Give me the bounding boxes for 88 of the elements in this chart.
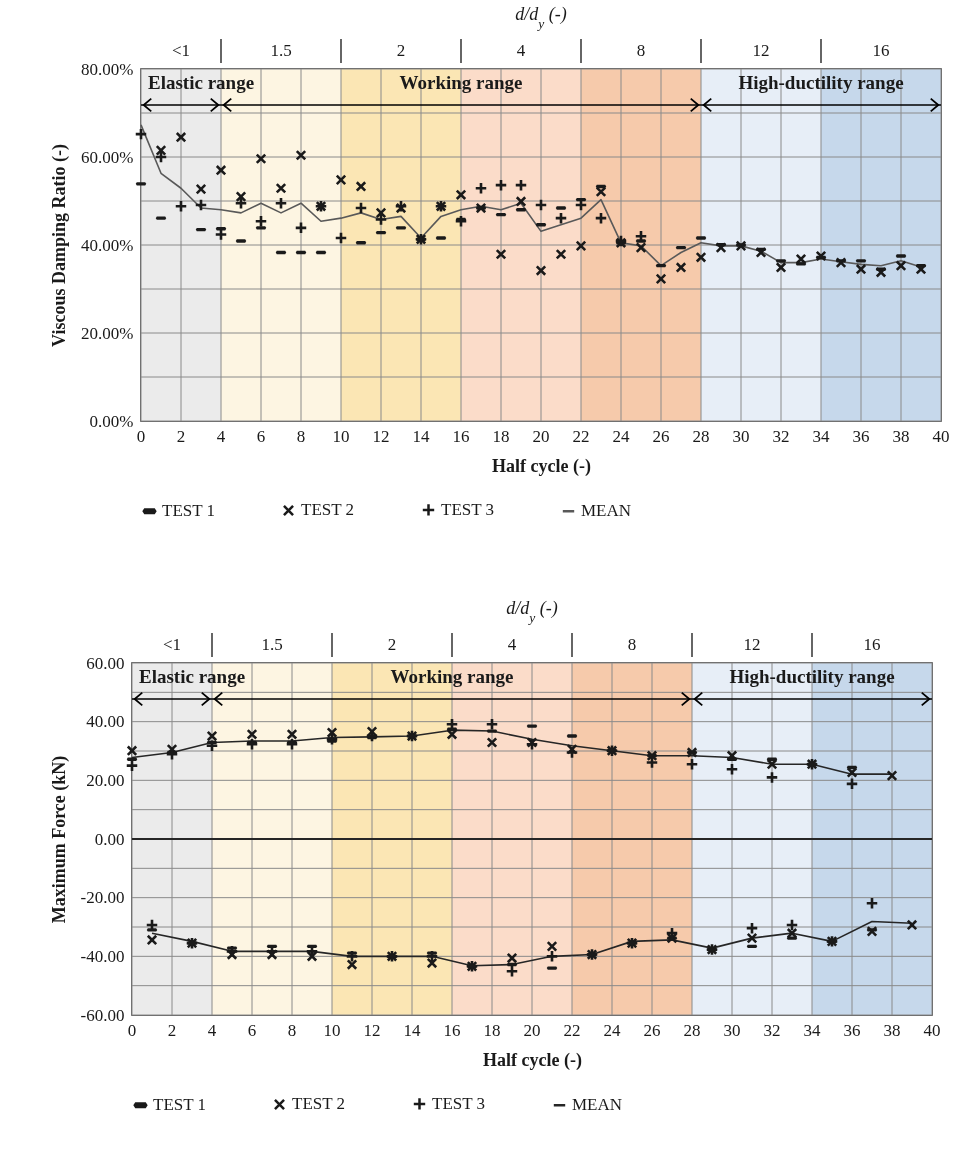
band-label: 16 [863, 635, 881, 654]
x-tick-label: 4 [216, 427, 226, 446]
x-tick-label: 16 [443, 1021, 461, 1040]
legend-label: TEST 2 [292, 1094, 346, 1114]
annotation: Working range [390, 666, 514, 687]
band-label: 8 [627, 635, 637, 654]
band-label: 12 [752, 41, 770, 60]
x-tick-label: 0 [136, 427, 146, 446]
legend-label: TEST 3 [441, 499, 495, 519]
x-tick-label: 34 [812, 427, 830, 446]
y-tick-label: 20.00 [86, 770, 125, 790]
y-tick-label: 0.00 [94, 829, 125, 849]
y-tick-label: -60.00 [80, 1005, 125, 1025]
band-label: 4 [516, 41, 526, 60]
y-tick-label: 60.00% [81, 147, 134, 167]
y-tick-label: 20.00% [81, 323, 134, 343]
y-axis-title: Viscous Damping Ratio (-) [49, 144, 71, 347]
x-tick-label: 20 [523, 1021, 541, 1040]
band-label: <1 [162, 635, 182, 654]
x-tick-label: 8 [287, 1021, 297, 1040]
y-tick-label: -40.00 [80, 946, 125, 966]
band-label: 16 [872, 41, 890, 60]
x-axis-title: Half cycle (-) [483, 1049, 582, 1071]
annotation: Elastic range [148, 72, 255, 93]
band-label: 2 [387, 635, 397, 654]
x-axis-title: Half cycle (-) [492, 455, 591, 477]
x-tick-label: 10 [323, 1021, 341, 1040]
x-tick-label: 38 [883, 1021, 901, 1040]
x-tick-label: 28 [692, 427, 710, 446]
x-tick-label: 6 [256, 427, 266, 446]
x-tick-label: 2 [167, 1021, 177, 1040]
legend-label: MEAN [581, 501, 632, 521]
y-axis-title: Maximum Force (kN) [48, 755, 70, 924]
x2-axis-title: d/d$_{y}$ (-) [506, 598, 558, 625]
x-tick-label: 6 [247, 1021, 257, 1040]
x-tick-label: 36 [852, 427, 870, 446]
x-tick-label: 40 [932, 427, 950, 446]
x-tick-label: 24 [612, 427, 630, 446]
x-tick-label: 30 [723, 1021, 741, 1040]
x-tick-label: 8 [296, 427, 306, 446]
legend-label: MEAN [572, 1095, 623, 1115]
x-tick-label: 32 [763, 1021, 781, 1040]
x-tick-label: 4 [207, 1021, 217, 1040]
legend-label: TEST 2 [301, 500, 355, 520]
y-tick-label: -20.00 [80, 888, 125, 908]
band-label: 4 [507, 635, 517, 654]
x-tick-label: 22 [572, 427, 590, 446]
band-label: 12 [743, 635, 761, 654]
legend-label: TEST 1 [162, 501, 216, 521]
band-label: 1.5 [270, 41, 292, 60]
band-label: <1 [171, 41, 191, 60]
band-label: 2 [396, 41, 406, 60]
x-tick-label: 14 [412, 427, 430, 446]
annotation: Elastic range [139, 666, 246, 687]
x-tick-label: 2 [176, 427, 186, 446]
annotation: High-ductility range [729, 666, 895, 687]
x-tick-label: 20 [532, 427, 550, 446]
x-tick-label: 12 [372, 427, 390, 446]
x-tick-label: 24 [603, 1021, 621, 1040]
annotation: High-ductility range [738, 72, 904, 93]
y-tick-label: 40.00 [86, 712, 125, 732]
x-tick-label: 14 [403, 1021, 421, 1040]
x-tick-label: 32 [772, 427, 790, 446]
annotation: Working range [399, 72, 523, 93]
band-label: 1.5 [261, 635, 283, 654]
x-tick-label: 40 [923, 1021, 941, 1040]
x-tick-label: 18 [483, 1021, 501, 1040]
x-tick-label: 16 [452, 427, 470, 446]
x-tick-label: 10 [332, 427, 350, 446]
x-tick-label: 34 [803, 1021, 821, 1040]
x2-axis-title: d/d$_{y}$ (-) [515, 4, 567, 31]
x-tick-label: 12 [363, 1021, 381, 1040]
band-label: 8 [636, 41, 646, 60]
y-tick-label: 40.00% [81, 235, 134, 255]
x-tick-label: 26 [643, 1021, 661, 1040]
y-tick-label: 0.00% [89, 411, 134, 431]
legend-label: TEST 1 [153, 1095, 207, 1115]
y-tick-label: 60.00 [86, 653, 125, 673]
x-tick-label: 30 [732, 427, 750, 446]
x-tick-label: 26 [652, 427, 670, 446]
x-tick-label: 36 [843, 1021, 861, 1040]
legend-label: TEST 3 [432, 1093, 486, 1113]
x-tick-label: 0 [127, 1021, 137, 1040]
x-tick-label: 22 [563, 1021, 581, 1040]
x-tick-label: 38 [892, 427, 910, 446]
y-tick-label: 80.00% [81, 59, 134, 79]
x-tick-label: 18 [492, 427, 510, 446]
x-tick-label: 28 [683, 1021, 701, 1040]
